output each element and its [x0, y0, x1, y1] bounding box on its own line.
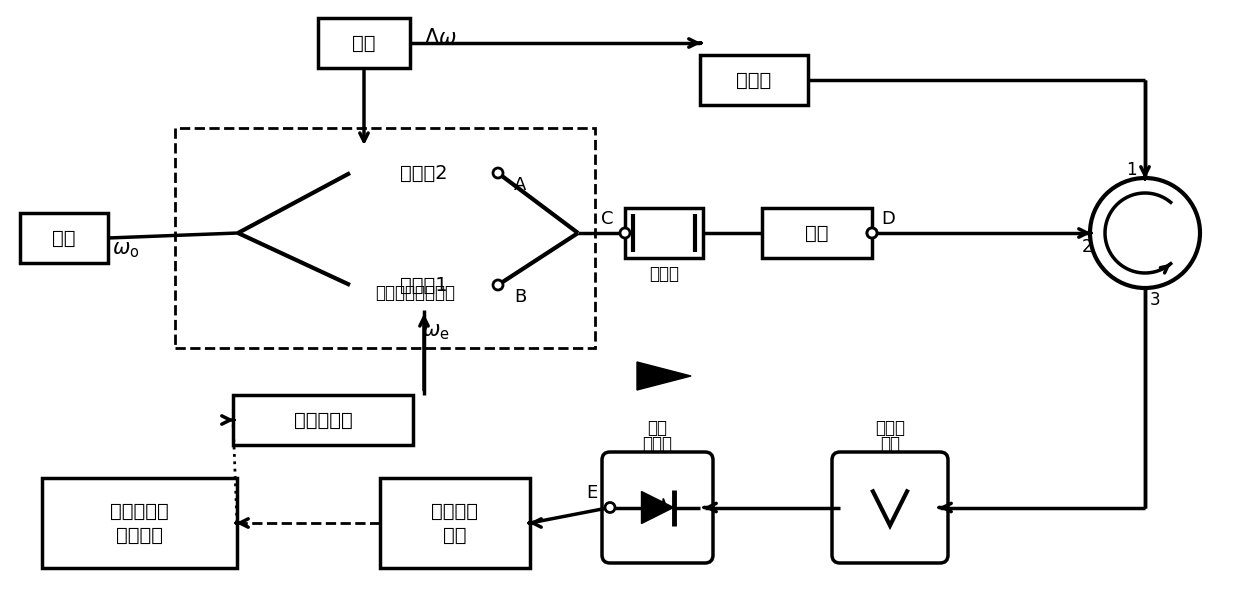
Bar — [624, 208, 703, 258]
Text: 光纤: 光纤 — [805, 224, 829, 242]
Text: 扫频微波源: 扫频微波源 — [294, 410, 352, 429]
Text: 光电探: 光电探 — [643, 435, 673, 453]
Text: E: E — [586, 485, 597, 502]
Circle shape — [867, 228, 877, 238]
Bar — [349, 260, 498, 310]
Text: 双平行光电调制器: 双平行光电调制器 — [375, 284, 455, 302]
Text: 处理模块: 处理模块 — [116, 526, 164, 544]
Bar — [42, 478, 237, 568]
Text: 调制器1: 调制器1 — [400, 275, 447, 295]
Text: 光源: 光源 — [52, 228, 76, 247]
Circle shape — [867, 228, 877, 238]
Text: 模块: 模块 — [444, 526, 467, 544]
Polygon shape — [637, 362, 691, 390]
Text: B: B — [514, 288, 527, 306]
Text: 放大器: 放大器 — [736, 71, 772, 90]
Text: D: D — [881, 210, 895, 228]
Text: $\omega_\mathrm{o}$: $\omega_\mathrm{o}$ — [113, 240, 140, 260]
Bar — [349, 148, 498, 198]
Text: 测器: 测器 — [648, 419, 668, 437]
Circle shape — [493, 168, 503, 178]
Text: 1: 1 — [1126, 161, 1136, 179]
Text: 幅相提取: 幅相提取 — [431, 501, 478, 521]
Bar — [20, 213, 108, 263]
Text: $\omega_\mathrm{e}$: $\omega_\mathrm{e}$ — [422, 322, 450, 342]
Circle shape — [605, 502, 615, 513]
Text: 隔离器: 隔离器 — [649, 265, 679, 283]
Bar — [762, 208, 872, 258]
Bar — [380, 478, 530, 568]
Circle shape — [620, 228, 629, 238]
Text: 控制及数据: 控制及数据 — [110, 501, 169, 521]
FancyBboxPatch shape — [602, 452, 712, 563]
Text: 光器件: 光器件 — [875, 419, 904, 437]
Bar — [175, 128, 595, 348]
Bar — [700, 55, 808, 105]
FancyBboxPatch shape — [833, 452, 948, 563]
Text: 2: 2 — [1082, 238, 1093, 256]
Polygon shape — [642, 491, 674, 524]
Text: A: A — [514, 176, 527, 194]
Text: 3: 3 — [1150, 291, 1160, 309]
Circle shape — [493, 280, 503, 290]
Bar — [318, 18, 410, 68]
Text: 待测: 待测 — [880, 435, 900, 453]
Text: $\Delta\omega$: $\Delta\omega$ — [424, 28, 456, 48]
Bar — [233, 395, 413, 445]
Text: 本振: 本振 — [352, 33, 375, 52]
Text: 调制器2: 调制器2 — [400, 163, 447, 183]
Text: C: C — [601, 210, 613, 228]
